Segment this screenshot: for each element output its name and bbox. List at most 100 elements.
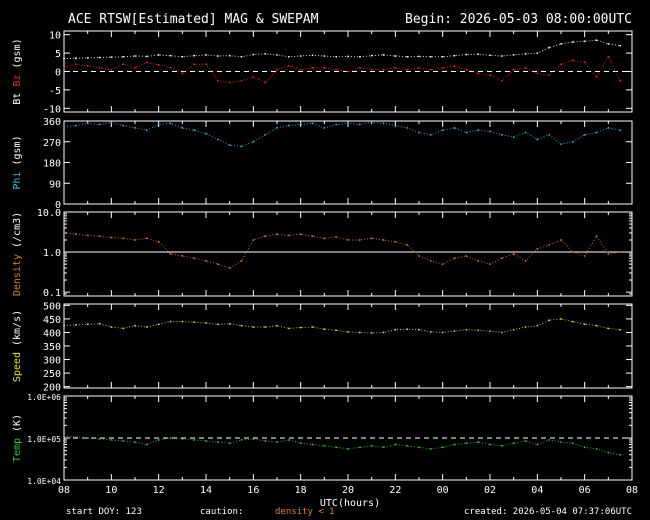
temp-y-tick-label: 1.0E+05 [27, 435, 61, 444]
speed-speed-point [595, 324, 598, 327]
phi-y-tick-label: 270 [43, 138, 61, 149]
x-tick-label: 10 [105, 485, 117, 496]
start-doy: start DOY: 123 [66, 507, 142, 517]
mag-y-tick-label: -5 [49, 86, 61, 97]
speed-speed-point [548, 319, 550, 322]
phi-phi-point [228, 144, 231, 146]
speed-speed-point [382, 331, 385, 334]
density-density-point [181, 255, 184, 257]
density-density-point [205, 260, 207, 262]
speed-speed-point [75, 324, 77, 326]
mag-bz-point [370, 68, 373, 71]
temp-temp-point [406, 445, 408, 447]
phi-phi-point [430, 134, 432, 136]
x-tick-label: 08 [626, 485, 638, 496]
phi-phi-point [489, 130, 491, 133]
mag-bt-point [406, 56, 408, 58]
x-tick-label: 00 [437, 485, 449, 496]
phi-phi-point [418, 131, 420, 134]
panels-group: 10 5 0 -5 -10 Bt Bz (gsm) 360 270 180 90 0 Phi (gsm… [12, 30, 638, 496]
temp-temp-point [228, 442, 231, 444]
temp-temp-point [607, 451, 610, 454]
mag-bz-point [359, 67, 361, 69]
mag-bz-point [276, 68, 278, 71]
mag-bt-point [441, 56, 444, 58]
speed-speed-point [560, 318, 562, 320]
temp-temp-point [370, 445, 373, 447]
mag-bz-point [181, 72, 184, 75]
phi-phi-point [619, 129, 621, 131]
created-time: created: 2026-05-04 07:37:06UTC [464, 507, 632, 517]
density-density-point [217, 263, 219, 265]
mag-bz-point [524, 67, 527, 69]
mag-y-axis-title: Bt Bz (gsm) [12, 38, 23, 104]
mag-bz-point [583, 61, 586, 64]
temp-temp-point [359, 446, 361, 449]
mag-bt-point [193, 54, 195, 57]
temp-temp-point [311, 443, 314, 446]
mag-bz-point [406, 68, 408, 71]
x-tick-label: 12 [153, 485, 165, 496]
temp-temp-point [430, 448, 432, 450]
speed-speed-point [228, 323, 231, 325]
speed-y-tick-label: 400 [43, 328, 61, 339]
temp-temp-point [323, 445, 326, 447]
mag-bz-point [264, 81, 266, 84]
density-density-point [323, 237, 326, 240]
mag-bz-point [146, 61, 148, 64]
phi-y-tick-label: 360 [43, 117, 61, 128]
phi-phi-point [583, 134, 586, 136]
mag-bt-point [347, 55, 349, 58]
temp-temp-point [465, 442, 468, 444]
density-density-point [406, 244, 408, 246]
phi-phi-point [288, 124, 290, 127]
speed-speed-point [359, 331, 361, 334]
mag-y-tick-label: 5 [55, 49, 61, 60]
mag-bt-point [489, 54, 491, 57]
speed-panel-frame [63, 303, 633, 389]
caution-label: caution: [200, 507, 243, 517]
x-tick-label: 14 [200, 485, 212, 496]
speed-speed-point [110, 326, 113, 328]
temp-temp-point [536, 443, 539, 446]
speed-speed-point [193, 321, 195, 323]
mag-bt-point [98, 56, 101, 59]
mag-bt-point [86, 57, 89, 59]
speed-speed-point [217, 323, 219, 326]
mag-bz-point [394, 67, 397, 69]
speed-speed-point [347, 331, 349, 333]
temp-y-axis-title-unit: (K) [12, 414, 23, 438]
phi-panel-frame [63, 120, 633, 205]
x-tick-label: 08 [58, 485, 70, 496]
mag-bt-point [548, 46, 550, 49]
density-density-point [359, 239, 361, 241]
mag-bt-point [465, 53, 468, 56]
mag-bz-point [335, 68, 337, 71]
mag-bt-point [359, 56, 361, 58]
mag-y-axis-title-part: (gsm) [12, 38, 23, 74]
mag-bz-point [63, 67, 65, 69]
density-y-tick-label: 10.0 [37, 208, 61, 219]
temp-temp-point [169, 437, 172, 439]
speed-y-tick-label: 500 [43, 301, 61, 312]
temp-temp-point [489, 443, 491, 446]
mag-bt-point [595, 39, 598, 41]
speed-speed-trace [63, 318, 621, 334]
temp-temp-point [501, 445, 503, 447]
mag-bz-point [157, 64, 160, 66]
speed-speed-point [264, 326, 266, 328]
mag-bz-point [548, 74, 550, 76]
mag-bz-point [311, 67, 314, 69]
speed-speed-point [619, 328, 621, 331]
density-y-tick-label: 1.0 [43, 248, 61, 259]
mag-bz-point [607, 56, 610, 58]
mag-bz-point [572, 59, 574, 62]
temp-temp-point [264, 440, 266, 442]
phi-phi-point [441, 129, 444, 131]
phi-y-tick-label: 90 [49, 179, 61, 190]
mag-bz-point [382, 68, 385, 71]
speed-y-tick-label: 200 [43, 383, 61, 394]
mag-bz-point [299, 68, 302, 71]
density-density-point [536, 248, 539, 250]
